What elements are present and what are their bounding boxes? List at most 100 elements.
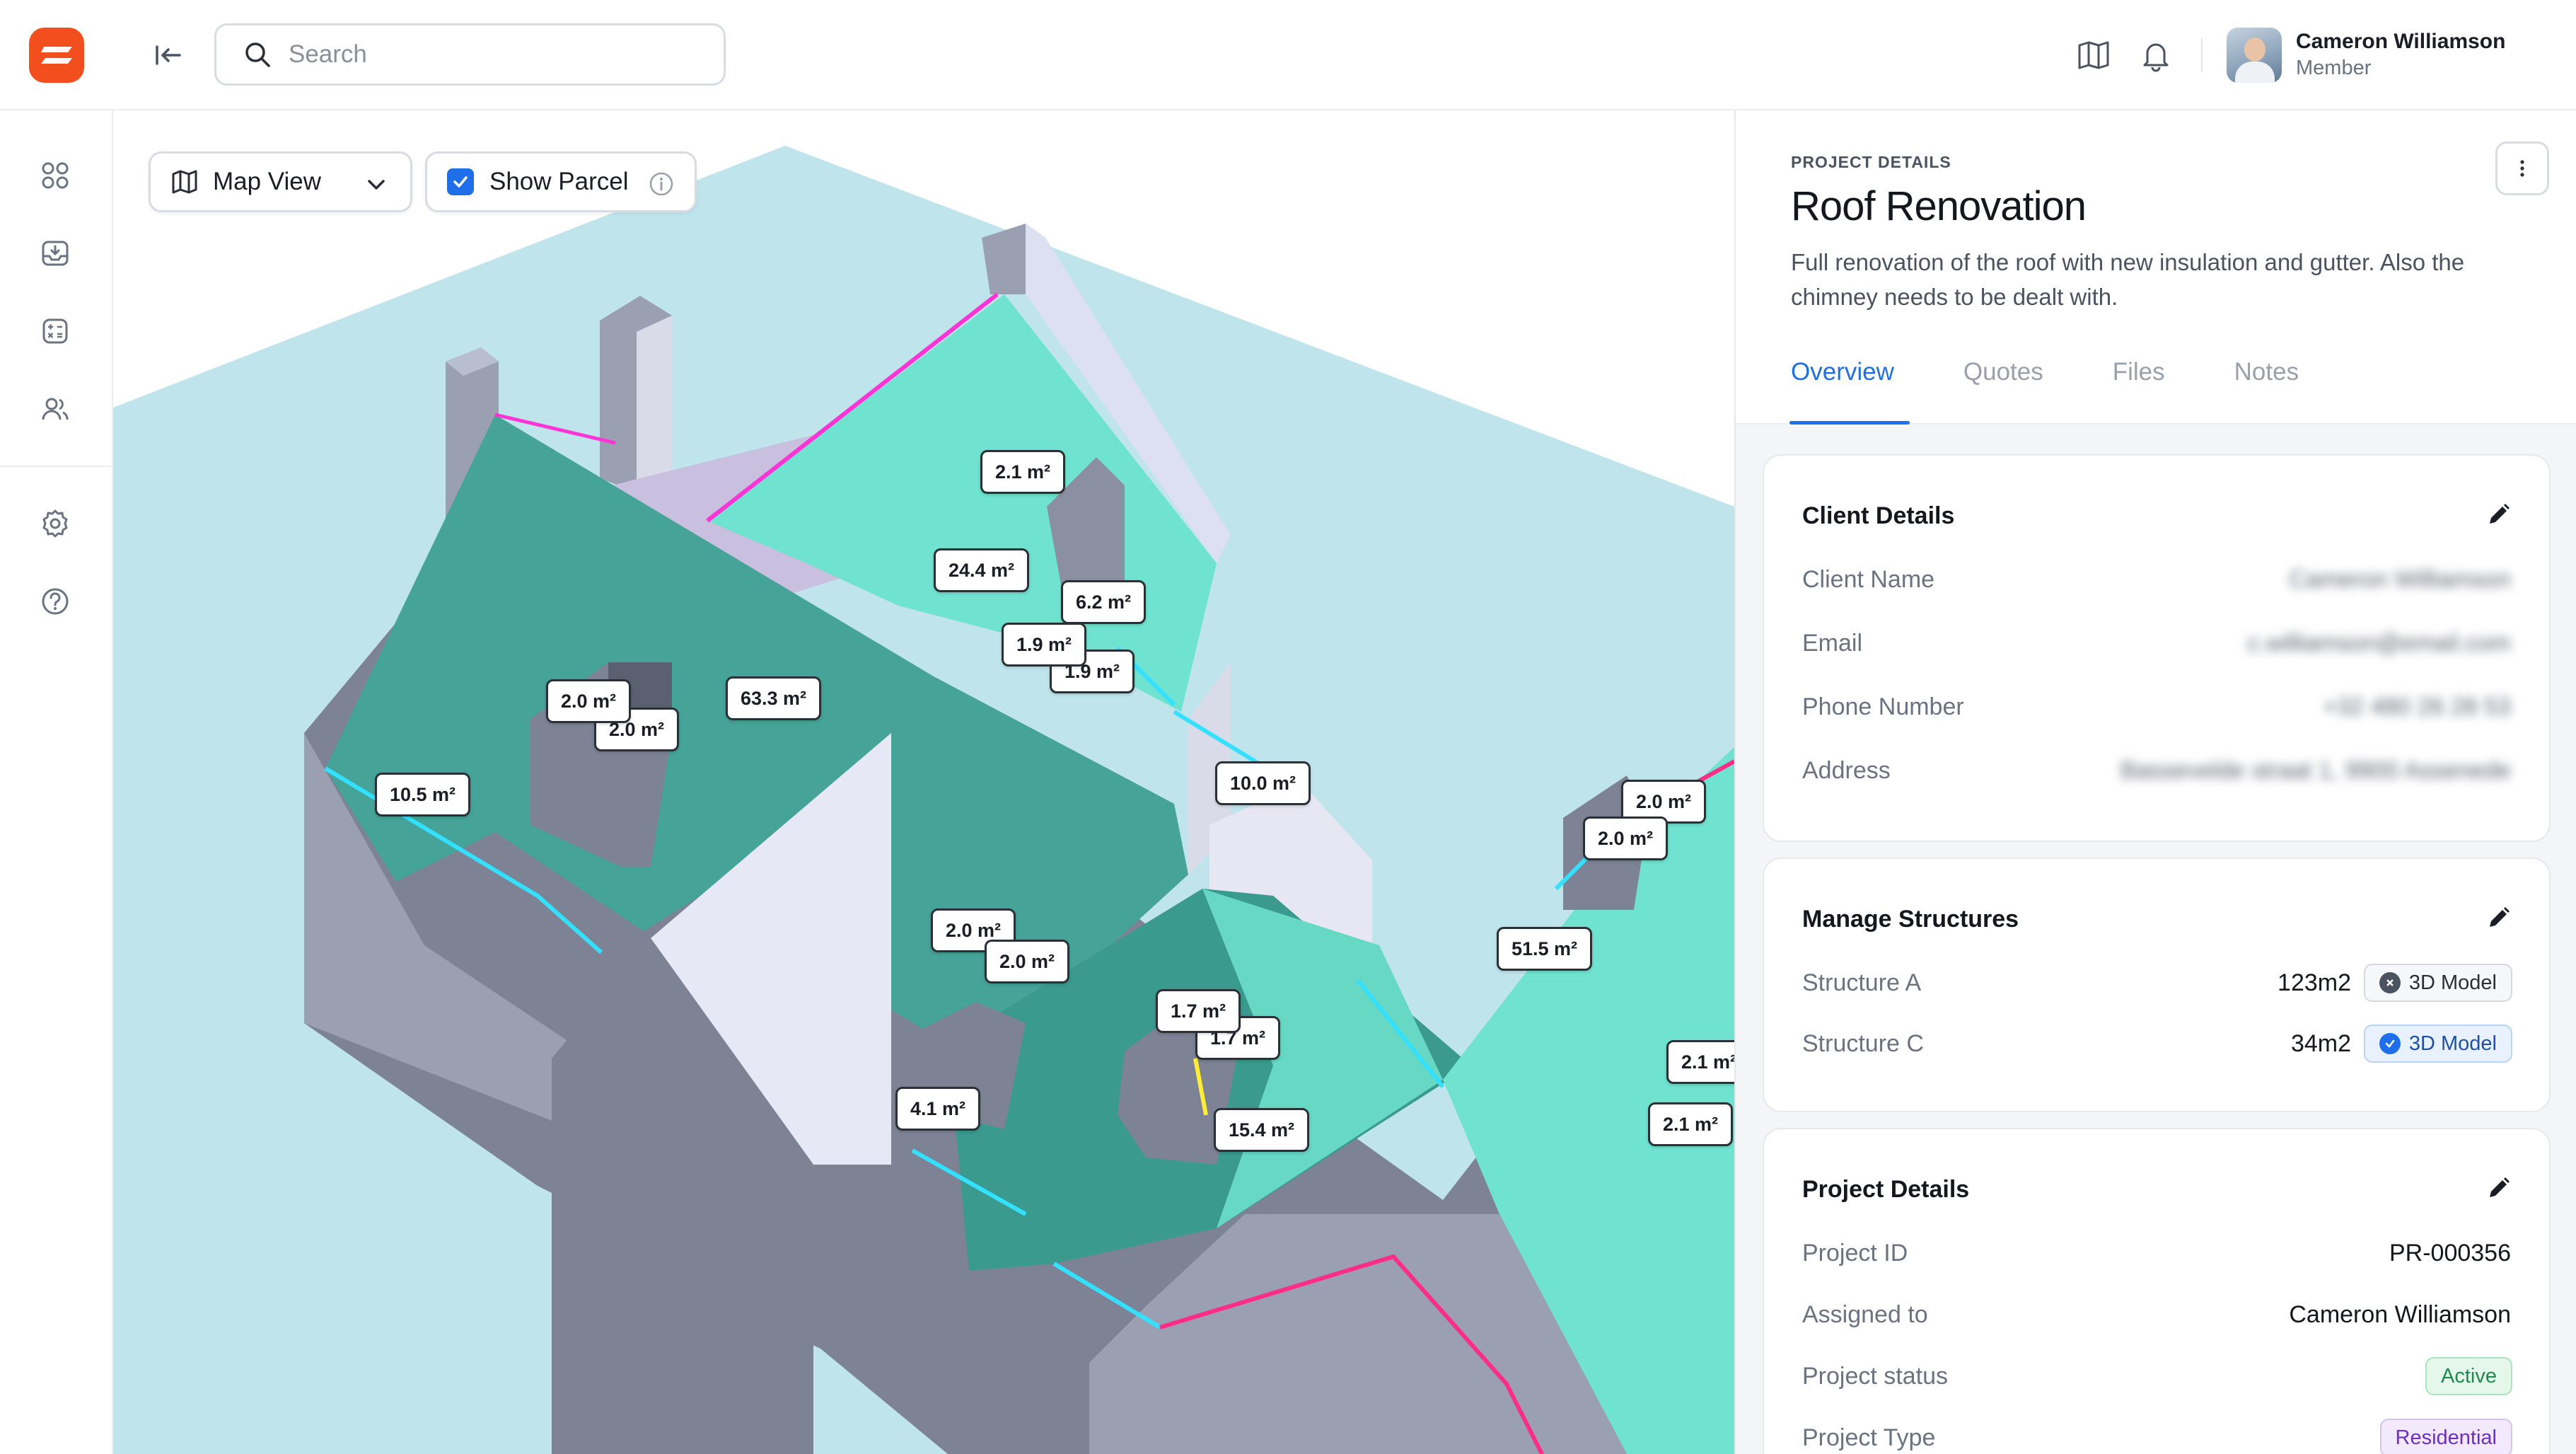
address-label: Address: [1802, 757, 1891, 784]
project-status-label: Project status: [1802, 1363, 1948, 1390]
map-view-dropdown[interactable]: Map View: [149, 151, 412, 212]
client-details-card: Client Details Client Name Cameron Willi…: [1763, 454, 2551, 842]
map-view-label: Map View: [213, 168, 322, 195]
badge-label: 3D Model: [2408, 971, 2497, 994]
phone-label: Phone Number: [1802, 693, 1964, 720]
map-viewport[interactable]: Map View Show Parcel 2.1 m² 24.4 m² 6.2 …: [113, 110, 1734, 1454]
project-title: Roof Renovation: [1791, 183, 2087, 229]
assigned-to-label: Assigned to: [1802, 1301, 1928, 1328]
chimney: [1026, 224, 1231, 563]
address-value: Bassevelde straat 1, 9900 Assenede: [2120, 757, 2511, 784]
structure-c-3d-model-badge[interactable]: 3D Model: [2363, 1025, 2512, 1063]
sidebar-item-help[interactable]: [37, 583, 74, 620]
chimney: [446, 347, 499, 376]
roof-plane: [325, 415, 1188, 1044]
show-parcel-label: Show Parcel: [489, 168, 629, 195]
area-label[interactable]: 4.1 m²: [895, 1087, 981, 1131]
tab-overview[interactable]: Overview: [1789, 351, 1910, 425]
avatar[interactable]: [2227, 28, 2282, 83]
edit-icon[interactable]: [2484, 904, 2512, 933]
area-label[interactable]: 1.7 m²: [1156, 989, 1241, 1033]
sidebar-item-users[interactable]: [37, 391, 74, 427]
area-label[interactable]: 2.0 m²: [546, 679, 632, 723]
roof-3d-model[interactable]: [113, 110, 1734, 1454]
kebab-menu-icon: [2520, 160, 2524, 177]
info-icon[interactable]: [648, 171, 675, 197]
sidebar-divider: [0, 466, 113, 467]
area-label[interactable]: 2.1 m²: [1666, 1040, 1734, 1084]
area-label[interactable]: 10.5 m²: [375, 773, 471, 817]
notifications-button[interactable]: [2137, 37, 2174, 74]
tab-files[interactable]: Files: [2112, 358, 2165, 386]
tab-notes[interactable]: Notes: [2234, 358, 2299, 386]
project-id-label: Project ID: [1802, 1240, 1908, 1267]
project-description: Full renovation of the roof with new ins…: [1791, 249, 2465, 310]
search-box[interactable]: [214, 23, 726, 86]
project-details-panel: PROJECT DETAILS Roof Renovation Full ren…: [1734, 110, 2576, 1454]
ridge-line: [1159, 1254, 1544, 1454]
chevron-down-icon: [368, 180, 385, 190]
eave-line: [911, 1148, 1027, 1216]
check-circle-icon: [2379, 1033, 2401, 1054]
help-icon: [42, 588, 69, 615]
project-type-label: Project Type: [1802, 1424, 1936, 1451]
area-label[interactable]: 2.0 m²: [985, 940, 1070, 983]
show-parcel-toggle[interactable]: Show Parcel: [425, 151, 697, 212]
gable-wall: [651, 733, 891, 1165]
show-parcel-checkbox[interactable]: [447, 168, 474, 195]
area-label[interactable]: 2.0 m²: [931, 908, 1016, 952]
more-options-button[interactable]: [2495, 142, 2549, 195]
user-name[interactable]: Cameron Williamson: [2296, 30, 2506, 53]
valley-line: [1193, 1058, 1208, 1116]
area-label[interactable]: 1.9 m²: [1050, 650, 1135, 693]
guide-button[interactable]: [2075, 37, 2112, 74]
card-title: Client Details: [1802, 502, 1955, 529]
area-label[interactable]: 2.0 m²: [1621, 780, 1707, 824]
area-label[interactable]: 1.9 m²: [1002, 623, 1087, 667]
ridge-line: [494, 412, 616, 445]
email-label: Email: [1802, 630, 1863, 657]
phone-value: +32 480 26 28 53: [2323, 693, 2511, 720]
building-wall: [1089, 1214, 1627, 1454]
assigned-to-value: Cameron Williamson: [2289, 1301, 2511, 1328]
check-icon: [453, 176, 468, 187]
project-id-value: PR-000356: [2389, 1240, 2511, 1267]
area-label[interactable]: 51.5 m²: [1497, 927, 1593, 971]
client-name-label: Client Name: [1802, 566, 1935, 593]
ridge-line: [706, 292, 999, 523]
users-icon: [42, 398, 69, 420]
sidebar-item-dashboard[interactable]: [37, 157, 74, 194]
area-label[interactable]: 15.4 m²: [1214, 1108, 1310, 1152]
sidebar-item-calculator[interactable]: [37, 313, 74, 350]
area-label[interactable]: 24.4 m²: [934, 548, 1030, 592]
area-label[interactable]: 2.1 m²: [980, 450, 1066, 494]
collapse-sidebar-button[interactable]: [151, 38, 185, 72]
app-logo[interactable]: [29, 28, 84, 83]
card-title: Manage Structures: [1802, 906, 2019, 933]
client-name-value: Cameron Williamson: [2289, 566, 2511, 593]
structure-a-3d-model-badge[interactable]: 3D Model: [2363, 964, 2512, 1002]
structure-a-label: Structure A: [1802, 969, 1922, 996]
topbar-divider: [2201, 38, 2203, 72]
tab-quotes[interactable]: Quotes: [1963, 358, 2043, 386]
edit-icon[interactable]: [2484, 1175, 2512, 1203]
area-label[interactable]: 2.0 m²: [1583, 817, 1669, 860]
area-label[interactable]: 63.3 m²: [726, 676, 822, 720]
grid-icon: [42, 162, 69, 189]
search-input[interactable]: [289, 40, 685, 69]
user-role: Member: [2296, 57, 2372, 79]
eave-line: [1356, 979, 1445, 1088]
badge-label: 3D Model: [2408, 1032, 2497, 1055]
area-label[interactable]: 2.1 m²: [1648, 1102, 1734, 1146]
gable-wall: [552, 938, 813, 1454]
calculator-icon: [42, 318, 68, 344]
area-label[interactable]: 6.2 m²: [1061, 580, 1147, 624]
email-value: c.williamson@email.com: [2247, 630, 2511, 657]
edit-icon[interactable]: [2484, 501, 2512, 529]
structure-c-size: 34m2: [2290, 1030, 2351, 1057]
top-bar: Cameron Williamson Member: [0, 0, 2576, 110]
sidebar-item-settings[interactable]: [37, 505, 74, 542]
area-label[interactable]: 10.0 m²: [1215, 761, 1311, 805]
sidebar-item-inbox[interactable]: [37, 235, 74, 272]
book-icon: [2078, 41, 2109, 69]
